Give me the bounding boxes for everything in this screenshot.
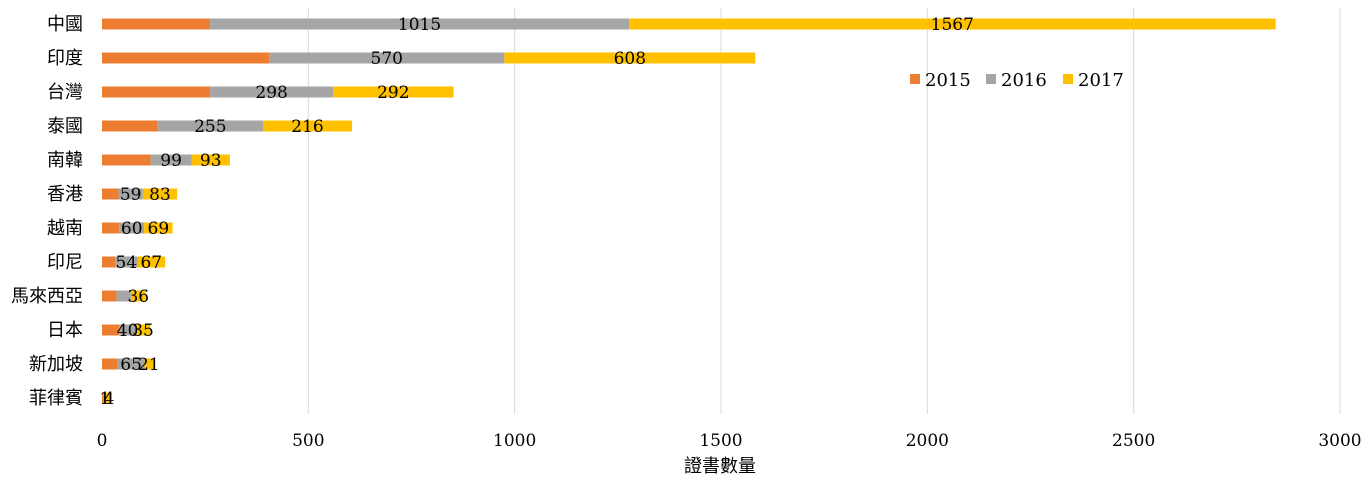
data-label-2016: 54 xyxy=(116,253,138,273)
data-label-2016: 255 xyxy=(194,117,226,137)
data-label-2017: 608 xyxy=(614,49,646,69)
bar-segment-2016 xyxy=(117,358,145,370)
data-label-2017: 4 xyxy=(104,389,115,409)
data-labels: 1015 1567 570 608 298 292 255 216 99 93 59 83 60 69 54… xyxy=(99,15,973,409)
category-label: 印度 xyxy=(47,48,83,69)
data-label-2016: 99 xyxy=(160,151,182,171)
bars xyxy=(102,18,1276,404)
bar-segment-2017 xyxy=(142,188,178,200)
bar-segment-2017 xyxy=(106,392,112,404)
bar-segment-2015 xyxy=(102,358,118,370)
bar-segment-2017 xyxy=(144,222,173,234)
bar-segment-2016 xyxy=(115,256,138,268)
legend-swatch-2015 xyxy=(910,74,920,84)
value-axis: 0 500 1000 1500 2000 2500 3000 xyxy=(97,431,1362,451)
bar-segment-2017 xyxy=(333,86,454,98)
bar-segment-2015 xyxy=(102,18,211,30)
bar-segment-2017 xyxy=(144,358,154,370)
x-tick-label: 3000 xyxy=(1318,431,1361,451)
x-tick-label: 500 xyxy=(292,431,324,451)
category-label: 泰國 xyxy=(47,116,83,137)
category-label: 印尼 xyxy=(47,252,83,273)
data-label-2016: 60 xyxy=(121,219,143,239)
category-label: 日本 xyxy=(47,320,83,341)
bar-segment-2016 xyxy=(116,290,131,302)
bar-segment-2015 xyxy=(102,290,117,302)
data-label-2017: 67 xyxy=(140,253,162,273)
bar-segment-2015 xyxy=(102,392,104,404)
category-label: 中國 xyxy=(47,14,83,35)
bar-segment-2016 xyxy=(103,392,107,404)
bar-segment-2016 xyxy=(150,154,192,166)
bar-segment-2015 xyxy=(102,52,270,64)
bar-segment-2015 xyxy=(102,222,120,234)
legend-swatch-2017 xyxy=(1063,74,1073,84)
x-tick-label: 1500 xyxy=(699,431,742,451)
bar-segment-2015 xyxy=(102,86,211,98)
category-label: 南韓 xyxy=(47,150,83,171)
data-label-2016: 570 xyxy=(371,49,403,69)
data-label-2017: 21 xyxy=(138,355,160,375)
bar-segment-2016 xyxy=(269,52,505,64)
data-label-2016: 65 xyxy=(120,355,142,375)
bar-segment-2015 xyxy=(102,188,119,200)
category-label: 馬來西亞 xyxy=(11,286,83,307)
data-label-2016: 298 xyxy=(255,83,287,103)
legend-swatch-2016 xyxy=(986,74,996,84)
bar-segment-2017 xyxy=(628,18,1276,30)
category-label: 香港 xyxy=(47,184,83,205)
bar-segment-2016 xyxy=(210,86,334,98)
category-label: 台灣 xyxy=(47,82,83,103)
bar-segment-2016 xyxy=(210,18,629,30)
data-label-2016: 59 xyxy=(120,185,142,205)
data-label-2017: 83 xyxy=(149,185,171,205)
x-tick-label: 2000 xyxy=(906,431,949,451)
data-label-2016: 40 xyxy=(117,321,139,341)
category-label: 新加坡 xyxy=(29,354,83,375)
bar-segment-2016 xyxy=(157,120,263,132)
x-tick-label: 1000 xyxy=(493,431,536,451)
data-label-2017: 36 xyxy=(127,287,149,307)
x-tick-label: 0 xyxy=(97,431,108,451)
bar-segment-2017 xyxy=(130,290,146,302)
data-label-2017: 35 xyxy=(132,321,154,341)
gridlines xyxy=(307,8,1341,414)
bar-segment-2016 xyxy=(118,188,143,200)
data-label-2017: 292 xyxy=(377,83,409,103)
category-label: 越南 xyxy=(47,218,83,239)
bar-segment-2015 xyxy=(102,256,116,268)
bar-segment-2017 xyxy=(191,154,230,166)
data-label-2016: 1015 xyxy=(398,15,441,35)
x-axis-title: 證書數量 xyxy=(684,456,756,477)
legend-label-2016: 2016 xyxy=(1001,70,1047,91)
data-label-2016: 1 xyxy=(99,389,110,409)
legend: 2015 2016 2017 xyxy=(910,70,1124,91)
bar-segment-2017 xyxy=(137,256,166,268)
bar-segment-2016 xyxy=(119,324,136,336)
data-label-2017: 216 xyxy=(291,117,323,137)
x-tick-label: 2500 xyxy=(1112,431,1155,451)
bar-segment-2017 xyxy=(135,324,151,336)
bar-segment-2016 xyxy=(119,222,145,234)
category-label: 菲律賓 xyxy=(29,388,83,409)
legend-label-2015: 2015 xyxy=(925,70,971,91)
bar-segment-2015 xyxy=(102,324,120,336)
bar-segment-2015 xyxy=(102,154,151,166)
data-label-2017: 93 xyxy=(200,151,222,171)
data-label-2017: 69 xyxy=(148,219,170,239)
data-label-2017: 1567 xyxy=(931,15,974,35)
bar-segment-2017 xyxy=(262,120,353,132)
bar-segment-2017 xyxy=(504,52,756,64)
bar-segment-2015 xyxy=(102,120,158,132)
legend-label-2017: 2017 xyxy=(1078,70,1124,91)
